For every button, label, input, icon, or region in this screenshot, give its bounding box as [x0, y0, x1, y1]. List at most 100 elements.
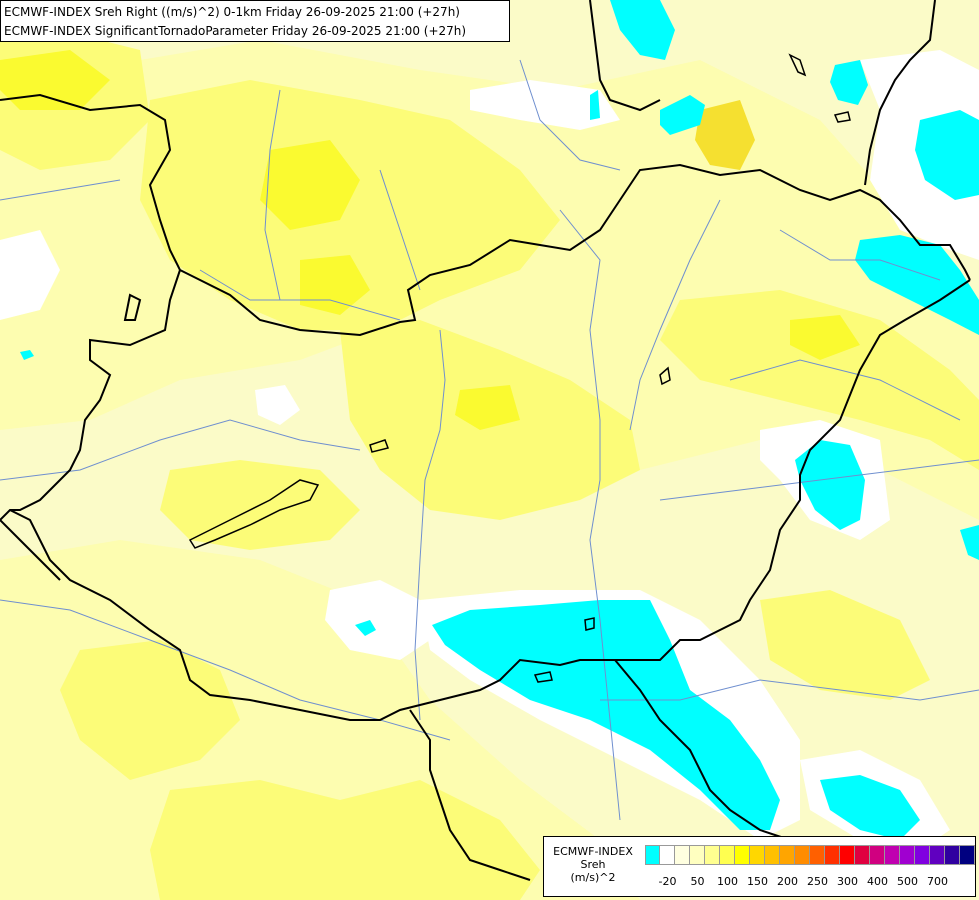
legend-swatch: [690, 845, 705, 865]
legend-swatch: [855, 845, 870, 865]
legend-swatch: [780, 845, 795, 865]
field-white-zone: [470, 80, 620, 130]
border-line: [864, 0, 936, 186]
border-line: [589, 0, 661, 112]
legend-tick-label: 50: [690, 875, 705, 888]
field-cyan-area: [795, 440, 865, 530]
map-title-line-1: ECMWF-INDEX Sreh Right ((m/s)^2) 0-1km F…: [4, 5, 460, 19]
field-bright-yellow-patch: [455, 385, 520, 430]
river-line: [519, 59, 621, 171]
legend-title-line-2: Sreh: [580, 858, 606, 871]
legend-swatch: [675, 845, 690, 865]
lake-outline: [659, 366, 671, 386]
lake-outline: [369, 439, 389, 453]
field-cyan-area: [590, 90, 600, 120]
river-line: [414, 329, 446, 721]
legend-tick-label: -20: [658, 875, 677, 888]
legend-swatch: [825, 845, 840, 865]
lake-outline: [533, 671, 553, 683]
legend-swatch: [720, 845, 735, 865]
field-bright-yellow-patch: [260, 140, 360, 230]
field-bright-yellow-patch: [0, 50, 110, 110]
legend-color-bar: [645, 845, 975, 865]
river-line: [629, 199, 721, 431]
field-cyan-area: [660, 95, 705, 135]
legend-tick-label: 400: [867, 875, 888, 888]
river-line: [0, 179, 121, 201]
border-line: [0, 93, 971, 337]
legend-swatch: [735, 845, 750, 865]
legend-swatch: [810, 845, 825, 865]
legend-swatch: [870, 845, 885, 865]
field-yellow-zone-east: [660, 290, 979, 470]
field-cyan-area: [355, 620, 376, 636]
field-white-zone: [255, 385, 300, 425]
legend-swatch: [750, 845, 765, 865]
field-yellow-zone-south: [60, 640, 240, 780]
field-deep-yellow-patch: [695, 100, 755, 170]
legend-swatch: [900, 845, 915, 865]
river-line: [379, 169, 421, 291]
legend-tick-label: 150: [747, 875, 768, 888]
legend-swatch: [930, 845, 945, 865]
field-yellow-zone-north: [140, 80, 560, 330]
legend-swatch: [960, 845, 975, 865]
field-cyan-area: [20, 350, 34, 360]
legend-swatch: [705, 845, 720, 865]
field-yellow-zone-southeast: [760, 590, 930, 700]
field-cyan-area: [830, 60, 868, 105]
field-cyan-area: [855, 235, 979, 335]
lake-outline: [788, 53, 807, 77]
river-line: [659, 459, 979, 501]
field-cyan-area: [960, 525, 979, 560]
field-cyan-area: [610, 0, 675, 60]
border-line: [614, 659, 791, 841]
field-cyan-area-south-band: [432, 600, 780, 830]
legend-tick-labels: -20 50 100 150 200 250 300 400 500 700: [645, 875, 979, 889]
legend-title-line-1: ECMWF-INDEX: [553, 845, 633, 858]
country-borders: [0, 0, 971, 881]
legend-swatch: [945, 845, 960, 865]
lake-outline: [584, 617, 595, 631]
border-line: [0, 519, 61, 581]
river-line: [600, 679, 979, 701]
legend-swatch: [765, 845, 780, 865]
river-line: [0, 419, 361, 481]
field-bright-yellow-patch: [790, 315, 860, 360]
legend-tick-label: 250: [807, 875, 828, 888]
legend-tick-label: 100: [717, 875, 738, 888]
color-legend: ECMWF-INDEX Sreh (m/s)^2 -20 50 100 150 200 2…: [543, 836, 976, 897]
legend-tick-label: 700: [927, 875, 948, 888]
river-line: [779, 229, 941, 281]
lake-outline: [833, 111, 851, 123]
field-white-zone: [325, 580, 430, 660]
border-line: [409, 709, 531, 881]
legend-title: ECMWF-INDEX Sreh (m/s)^2: [548, 845, 638, 884]
legend-swatch: [795, 845, 810, 865]
field-white-zone: [0, 230, 60, 320]
river-line: [264, 89, 281, 301]
border-line: [123, 293, 142, 321]
legend-tick-label: 300: [837, 875, 858, 888]
legend-swatch: [645, 845, 660, 865]
river-line: [199, 269, 401, 321]
lake-balaton-outline: [188, 479, 320, 549]
border-line: [9, 279, 971, 721]
field-cyan-area: [820, 775, 920, 840]
field-cyan-area: [915, 110, 979, 200]
legend-swatch: [840, 845, 855, 865]
legend-tick-label: 500: [897, 875, 918, 888]
legend-title-line-3: (m/s)^2: [570, 871, 616, 884]
map-title-line-2: ECMWF-INDEX SignificantTornadoParameter …: [4, 24, 467, 38]
map-title-box: ECMWF-INDEX Sreh Right ((m/s)^2) 0-1km F…: [0, 0, 510, 42]
border-line: [0, 269, 181, 521]
legend-swatch: [660, 845, 675, 865]
legend-swatch: [885, 845, 900, 865]
river-line: [559, 209, 621, 821]
legend-swatch: [915, 845, 930, 865]
river-line: [729, 359, 961, 421]
legend-tick-label: 200: [777, 875, 798, 888]
